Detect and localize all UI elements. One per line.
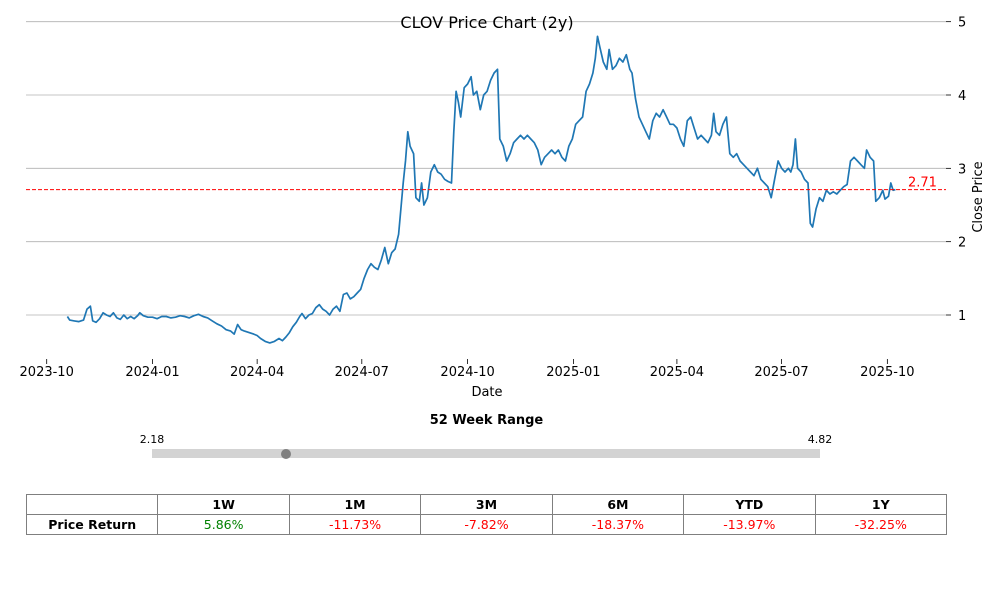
x-tick-label: 2025-01 <box>546 365 600 380</box>
chart-title: CLOV Price Chart (2y) <box>400 13 573 32</box>
return-1m: -11.73% <box>288 514 422 535</box>
range-title: 52 Week Range <box>429 413 544 428</box>
y-tick-label: 4 <box>958 89 966 104</box>
x-tick-label: 2024-10 <box>440 365 494 380</box>
return-1w: 5.86% <box>157 514 290 535</box>
header-6m: 6M <box>551 494 685 515</box>
y-tick-label: 3 <box>958 162 966 177</box>
header-1y: 1Y <box>814 494 948 515</box>
price-chart: 1 2 3 4 5 2023-10 2024-01 2024-04 2024-07 2024-1… <box>20 13 986 400</box>
current-price-label: 2.71 <box>908 176 937 191</box>
returns-header-row: 1W 1M 3M 6M YTD 1Y <box>25 494 948 515</box>
y-tick-label: 5 <box>958 16 966 31</box>
return-1y: -32.25% <box>814 514 948 535</box>
x-tick-label: 2025-07 <box>754 365 808 380</box>
x-tick-label: 2024-01 <box>125 365 179 380</box>
return-6m: -18.37% <box>551 514 685 535</box>
range-low-label: 2.18 <box>139 433 165 446</box>
returns-table: 1W 1M 3M 6M YTD 1Y Price Return 5.86% -1… <box>25 494 948 535</box>
header-1m: 1M <box>288 494 422 515</box>
y-tick-label: 2 <box>958 236 966 251</box>
header-1w: 1W <box>157 494 290 515</box>
y-axis-title: Close Price <box>971 161 986 232</box>
returns-corner <box>25 494 159 515</box>
x-axis: 2023-10 2024-01 2024-04 2024-07 2024-10 2025-… <box>20 359 915 380</box>
return-ytd: -13.97% <box>683 514 816 535</box>
x-tick-label: 2025-04 <box>650 365 704 380</box>
return-3m: -7.82% <box>420 514 553 535</box>
x-axis-title: Date <box>471 385 502 400</box>
x-tick-label: 2024-04 <box>230 365 284 380</box>
x-tick-label: 2025-10 <box>860 365 914 380</box>
header-3m: 3M <box>420 494 553 515</box>
price-line <box>66 35 896 344</box>
y-axis: 1 2 3 4 5 <box>946 16 966 324</box>
x-tick-label: 2023-10 <box>20 365 74 380</box>
row-label: Price Return <box>25 514 159 535</box>
range-high-label: 4.82 <box>807 433 833 446</box>
header-ytd: YTD <box>683 494 816 515</box>
y-tick-label: 1 <box>958 309 966 324</box>
returns-value-row: Price Return 5.86% -11.73% -7.82% -18.37… <box>25 514 948 535</box>
grid-lines <box>26 21 946 316</box>
range-current-marker <box>281 449 292 459</box>
range-bar <box>152 449 820 458</box>
x-tick-label: 2024-07 <box>335 365 389 380</box>
